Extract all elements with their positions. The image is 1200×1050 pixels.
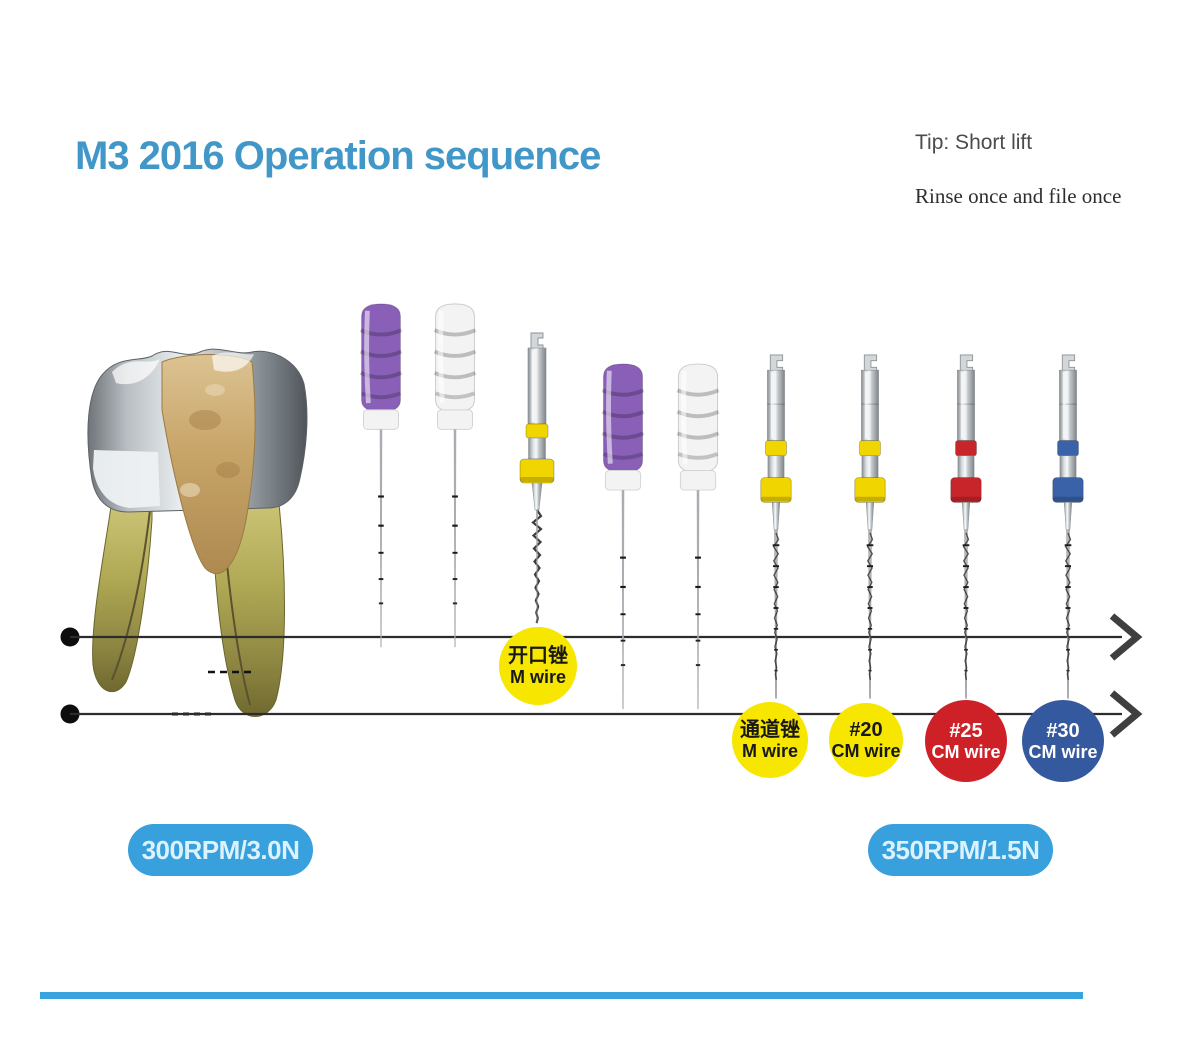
hand-file-white-1 (435, 304, 476, 647)
sequence-arrow-upper (60, 613, 1143, 661)
step-label-size: #25 (949, 719, 983, 742)
hand-file-purple-2 (602, 364, 643, 709)
rotary-file-yellow-1 (760, 354, 792, 700)
step-label-en: M wire (509, 667, 566, 688)
tip-note: Tip: Short lift (915, 131, 1033, 154)
hand-file-purple-1 (361, 304, 402, 647)
step-label-en: CM wire (1028, 742, 1098, 763)
rotary-file-red (950, 354, 982, 700)
step-label-en: CM wire (931, 742, 1001, 763)
bottom-accent-bar (40, 992, 1083, 999)
step-circle-20: #20 CM wire (829, 703, 903, 777)
step-label-size: #30 (1046, 719, 1080, 742)
step-label-en: CM wire (831, 741, 901, 762)
tooth-illustration (87, 348, 308, 717)
rotary-file-yellow-2 (854, 354, 886, 700)
step-circle-opener: 开口锉 M wire (499, 627, 577, 705)
step-label-en: M wire (741, 741, 798, 762)
step-label-size: #20 (849, 718, 883, 741)
rpm-badge-300: 300RPM/3.0N (128, 824, 313, 876)
step-circle-path-file: 通道锉 M wire (732, 702, 808, 778)
step-circle-30: #30 CM wire (1022, 700, 1104, 782)
rotary-file-blue (1052, 354, 1084, 700)
step-circle-25: #25 CM wire (925, 700, 1007, 782)
rinse-note: Rinse once and file once (915, 184, 1122, 208)
step-label-zh: 开口锉 (508, 644, 568, 667)
page-title: M3 2016 Operation sequence (75, 134, 601, 178)
instrument-row (361, 304, 1084, 709)
step-label-zh: 通道锉 (740, 718, 800, 741)
orifice-opener-file-yellow (518, 332, 556, 626)
hand-file-white-2 (677, 364, 718, 709)
rpm-badge-350: 350RPM/1.5N (868, 824, 1053, 876)
